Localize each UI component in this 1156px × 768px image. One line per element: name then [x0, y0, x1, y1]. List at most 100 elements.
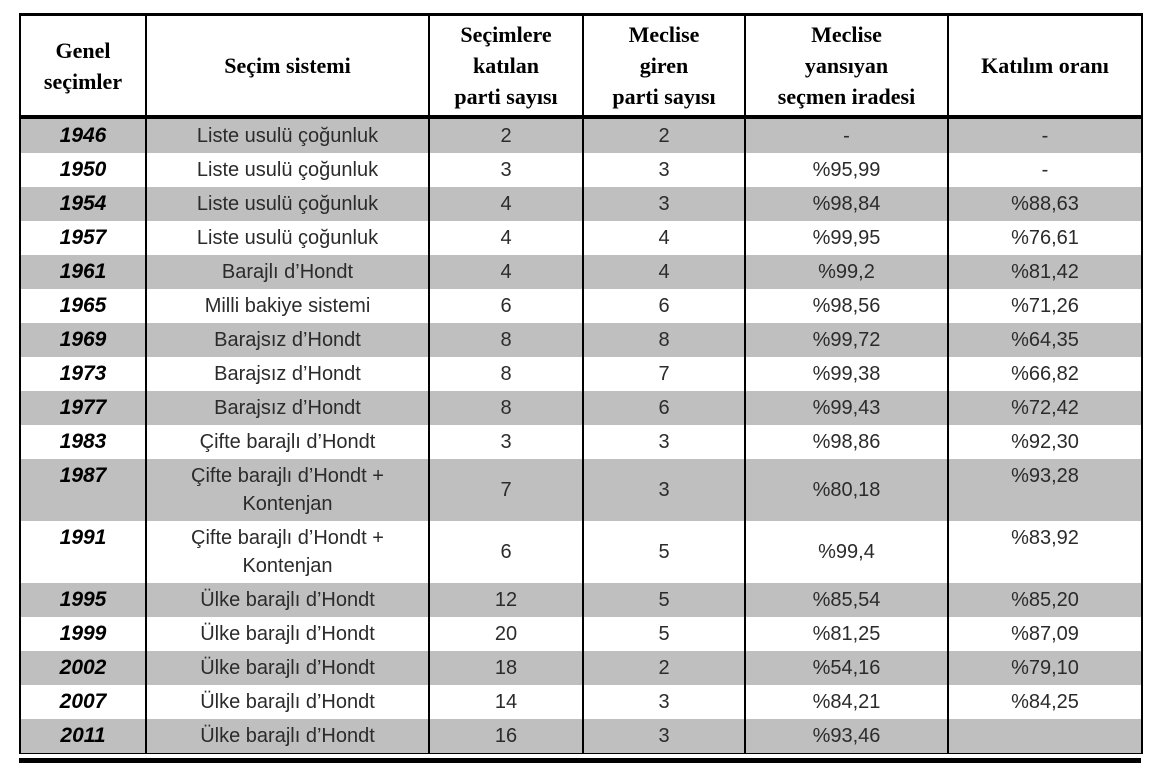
- year-cell: 2007: [19, 685, 147, 719]
- table-row: 1983 Çifte barajlı d’Hondt 3 3 %98,86 %9…: [19, 425, 1143, 459]
- reflected-will-cell: %99,38: [744, 357, 949, 391]
- entering-parties-cell: 2: [582, 651, 746, 685]
- entering-parties-cell: 2: [582, 117, 746, 153]
- column-header-general-elections: Genel seçimler: [19, 14, 147, 119]
- participating-parties-cell: 14: [428, 685, 584, 719]
- table-row: 1946 Liste usulü çoğunluk 2 2 - -: [19, 117, 1143, 153]
- system-cell: Barajsız d’Hondt: [145, 357, 430, 391]
- system-cell: Ülke barajlı d’Hondt: [145, 651, 430, 685]
- year-cell: 2011: [19, 719, 147, 754]
- year-cell: 1965: [19, 289, 147, 323]
- reflected-will-cell: %99,72: [744, 323, 949, 357]
- participating-parties-cell: 16: [428, 719, 584, 754]
- reflected-will-cell: %85,54: [744, 583, 949, 617]
- participating-parties-cell: 4: [428, 187, 584, 221]
- year-cell: 1999: [19, 617, 147, 651]
- entering-parties-cell: 3: [582, 153, 746, 187]
- participating-parties-cell: 6: [428, 521, 584, 583]
- turnout-cell: %88,63: [947, 187, 1143, 221]
- entering-parties-cell: 3: [582, 719, 746, 754]
- table-row: 1995 Ülke barajlı d’Hondt 12 5 %85,54 %8…: [19, 583, 1143, 617]
- reflected-will-cell: %99,43: [744, 391, 949, 425]
- table-row: 1961 Barajlı d’Hondt 4 4 %99,2 %81,42: [19, 255, 1143, 289]
- table-row: 1969 Barajsız d’Hondt 8 8 %99,72 %64,35: [19, 323, 1143, 357]
- participating-parties-cell: 8: [428, 323, 584, 357]
- turnout-cell: %85,20: [947, 583, 1143, 617]
- turnout-cell: %76,61: [947, 221, 1143, 255]
- participating-parties-cell: 6: [428, 289, 584, 323]
- system-cell: Liste usulü çoğunluk: [145, 117, 430, 153]
- entering-parties-cell: 3: [582, 459, 746, 521]
- year-cell: 1977: [19, 391, 147, 425]
- elections-table: Genel seçimler Seçim sistemi Seçimlere k…: [19, 13, 1143, 754]
- year-cell: 1961: [19, 255, 147, 289]
- system-cell: Ülke barajlı d’Hondt: [145, 719, 430, 754]
- entering-parties-cell: 3: [582, 685, 746, 719]
- table-row: 1950 Liste usulü çoğunluk 3 3 %95,99 -: [19, 153, 1143, 187]
- system-cell: Milli bakiye sistemi: [145, 289, 430, 323]
- participating-parties-cell: 2: [428, 117, 584, 153]
- entering-parties-cell: 4: [582, 221, 746, 255]
- year-cell: 1983: [19, 425, 147, 459]
- system-cell: Çifte barajlı d’Hondt + Kontenjan: [145, 521, 430, 583]
- year-cell: 1946: [19, 117, 147, 153]
- reflected-will-cell: %81,25: [744, 617, 949, 651]
- reflected-will-cell: %98,84: [744, 187, 949, 221]
- reflected-will-cell: %54,16: [744, 651, 949, 685]
- participating-parties-cell: 4: [428, 255, 584, 289]
- entering-parties-cell: 5: [582, 521, 746, 583]
- reflected-will-cell: %98,56: [744, 289, 949, 323]
- system-cell: Ülke barajlı d’Hondt: [145, 685, 430, 719]
- year-cell: 1987: [19, 459, 147, 521]
- entering-parties-cell: 3: [582, 187, 746, 221]
- turnout-cell: %71,26: [947, 289, 1143, 323]
- elections-table-container: Genel seçimler Seçim sistemi Seçimlere k…: [19, 13, 1143, 763]
- participating-parties-cell: 4: [428, 221, 584, 255]
- turnout-cell: %92,30: [947, 425, 1143, 459]
- turnout-cell: %93,28: [947, 459, 1143, 521]
- turnout-cell: %81,42: [947, 255, 1143, 289]
- column-header-election-system: Seçim sistemi: [145, 14, 430, 119]
- turnout-cell: -: [947, 117, 1143, 153]
- turnout-cell: %83,92: [947, 521, 1143, 583]
- column-header-reflected-will: Meclise yansıyan seçmen iradesi: [744, 14, 949, 119]
- system-cell: Ülke barajlı d’Hondt: [145, 583, 430, 617]
- system-cell: Liste usulü çoğunluk: [145, 153, 430, 187]
- table-row: 1991 Çifte barajlı d’Hondt + Kontenjan 6…: [19, 521, 1143, 583]
- reflected-will-cell: %98,86: [744, 425, 949, 459]
- reflected-will-cell: %95,99: [744, 153, 949, 187]
- participating-parties-cell: 18: [428, 651, 584, 685]
- reflected-will-cell: %80,18: [744, 459, 949, 521]
- reflected-will-cell: %99,95: [744, 221, 949, 255]
- turnout-cell: %66,82: [947, 357, 1143, 391]
- reflected-will-cell: %99,4: [744, 521, 949, 583]
- reflected-will-cell: -: [744, 117, 949, 153]
- year-cell: 1995: [19, 583, 147, 617]
- table-row: 1965 Milli bakiye sistemi 6 6 %98,56 %71…: [19, 289, 1143, 323]
- system-cell: Liste usulü çoğunluk: [145, 221, 430, 255]
- turnout-cell: %84,25: [947, 685, 1143, 719]
- participating-parties-cell: 20: [428, 617, 584, 651]
- entering-parties-cell: 5: [582, 583, 746, 617]
- year-cell: 1954: [19, 187, 147, 221]
- entering-parties-cell: 3: [582, 425, 746, 459]
- year-cell: 1969: [19, 323, 147, 357]
- participating-parties-cell: 3: [428, 153, 584, 187]
- entering-parties-cell: 8: [582, 323, 746, 357]
- system-cell: Çifte barajlı d’Hondt: [145, 425, 430, 459]
- entering-parties-cell: 7: [582, 357, 746, 391]
- table-row: 2002 Ülke barajlı d’Hondt 18 2 %54,16 %7…: [19, 651, 1143, 685]
- table-row: 1999 Ülke barajlı d’Hondt 20 5 %81,25 %8…: [19, 617, 1143, 651]
- year-cell: 1973: [19, 357, 147, 391]
- year-cell: 1957: [19, 221, 147, 255]
- system-cell: Barajlı d’Hondt: [145, 255, 430, 289]
- table-row: 1977 Barajsız d’Hondt 8 6 %99,43 %72,42: [19, 391, 1143, 425]
- turnout-cell: %72,42: [947, 391, 1143, 425]
- system-cell: Liste usulü çoğunluk: [145, 187, 430, 221]
- column-header-entering-parties: Meclise giren parti sayısı: [582, 14, 746, 119]
- table-row: 1957 Liste usulü çoğunluk 4 4 %99,95 %76…: [19, 221, 1143, 255]
- turnout-cell: %79,10: [947, 651, 1143, 685]
- entering-parties-cell: 6: [582, 391, 746, 425]
- header-row: Genel seçimler Seçim sistemi Seçimlere k…: [19, 14, 1143, 119]
- turnout-cell: %87,09: [947, 617, 1143, 651]
